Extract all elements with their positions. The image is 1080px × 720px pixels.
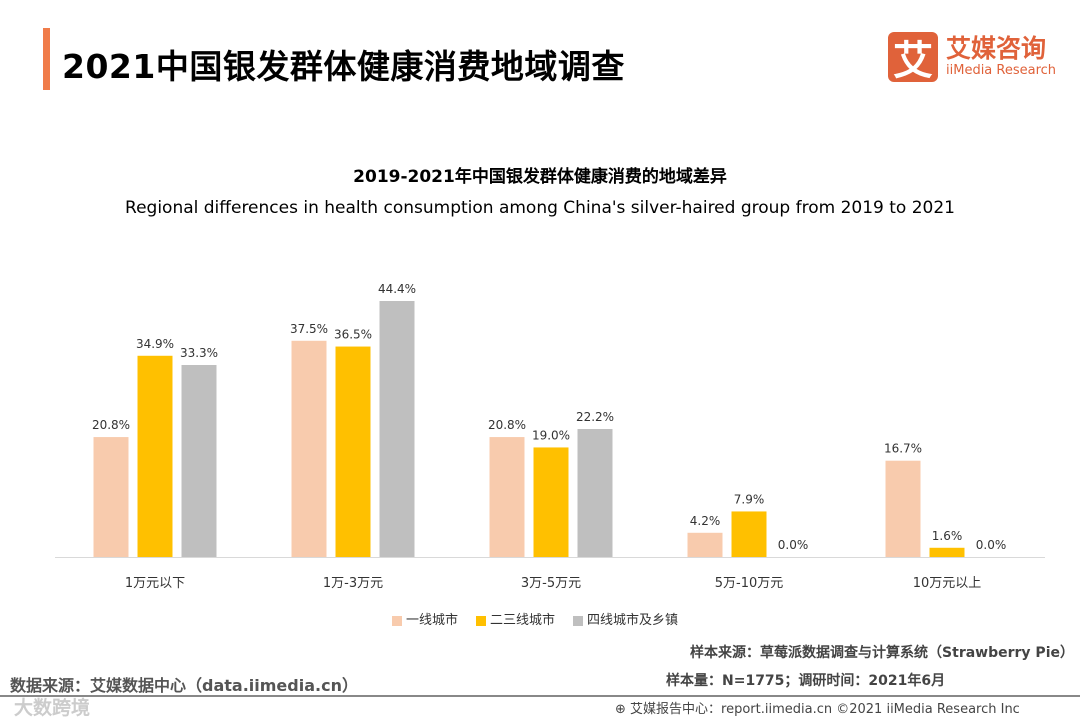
legend-label: 二三线城市 [490,613,556,628]
watermark: 大数跨境 [14,697,91,719]
data-label: 20.8% [488,418,526,432]
legend-item: 一线城市 [392,609,458,628]
globe-icon: ⊕ [615,702,631,717]
legend-label: 四线城市及乡镇 [587,613,679,628]
data-label: 16.7% [884,442,922,456]
legend: 一线城市 二三线城市 四线城市及乡镇 [392,609,678,628]
data-label: 22.2% [576,410,614,424]
bar [489,437,525,557]
bar [929,547,965,557]
sample-size: 样本量：N=1775；调研时间：2021年6月 [666,673,946,689]
bar [181,365,217,557]
logo-en: iiMedia Research [946,63,1057,78]
bar [687,532,723,557]
legend-swatch [392,615,402,626]
page-title: 2021中国银发群体健康消费地域调查 [62,47,625,86]
bar [379,301,415,557]
bar [533,447,569,557]
x-tick-label: 10万元以上 [913,576,982,591]
bar [335,346,371,557]
data-label: 1.6% [932,529,963,543]
data-label: 0.0% [976,538,1007,552]
data-label: 36.5% [334,328,372,342]
report-footer: ⊕ 艾媒报告中心：report.iimedia.cn ©2021 iiMedia… [615,698,1020,717]
legend-item: 四线城市及乡镇 [573,609,678,628]
chart-title: 2019-2021年中国银发群体健康消费的地域差异 [353,167,727,187]
legend-item: 二三线城市 [476,609,555,628]
x-tick-label: 5万-10万元 [715,576,784,591]
bar [137,355,173,557]
x-tick-label: 1万元以下 [125,576,185,591]
sample-source: 样本来源：草莓派数据调查与计算系统（Strawberry Pie） [690,645,1074,661]
bar [731,511,767,557]
data-label: 0.0% [778,538,809,552]
data-label: 33.3% [180,346,218,360]
footer-divider [0,695,1080,697]
data-label: 7.9% [734,492,765,506]
logo-mark: 艾 [888,32,938,84]
report-text: 艾媒报告中心：report.iimedia.cn ©2021 iiMedia R… [630,702,1020,717]
data-label: 37.5% [290,322,328,336]
chart-subtitle: Regional differences in health consumpti… [125,198,955,218]
data-label: 44.4% [378,282,416,296]
bar [93,437,129,557]
x-tick-label: 1万-3万元 [323,576,383,591]
legend-swatch [476,615,487,626]
bar [885,460,921,557]
data-label: 19.0% [532,428,570,442]
logo-cn: 艾媒咨询 [946,34,1047,63]
legend-label: 一线城市 [406,613,459,628]
x-tick-label: 3万-5万元 [521,576,581,591]
bar [291,340,327,557]
data-source: 数据来源：艾媒数据中心（data.iimedia.cn） [10,676,358,695]
data-label: 4.2% [690,514,721,528]
iimedia-logo: 艾 艾媒咨询 iiMedia Research [888,32,1057,84]
legend-swatch [573,615,584,626]
data-label: 20.8% [92,418,130,432]
bar [577,429,613,557]
data-label: 34.9% [136,337,174,351]
title-accent-bar [43,28,50,90]
